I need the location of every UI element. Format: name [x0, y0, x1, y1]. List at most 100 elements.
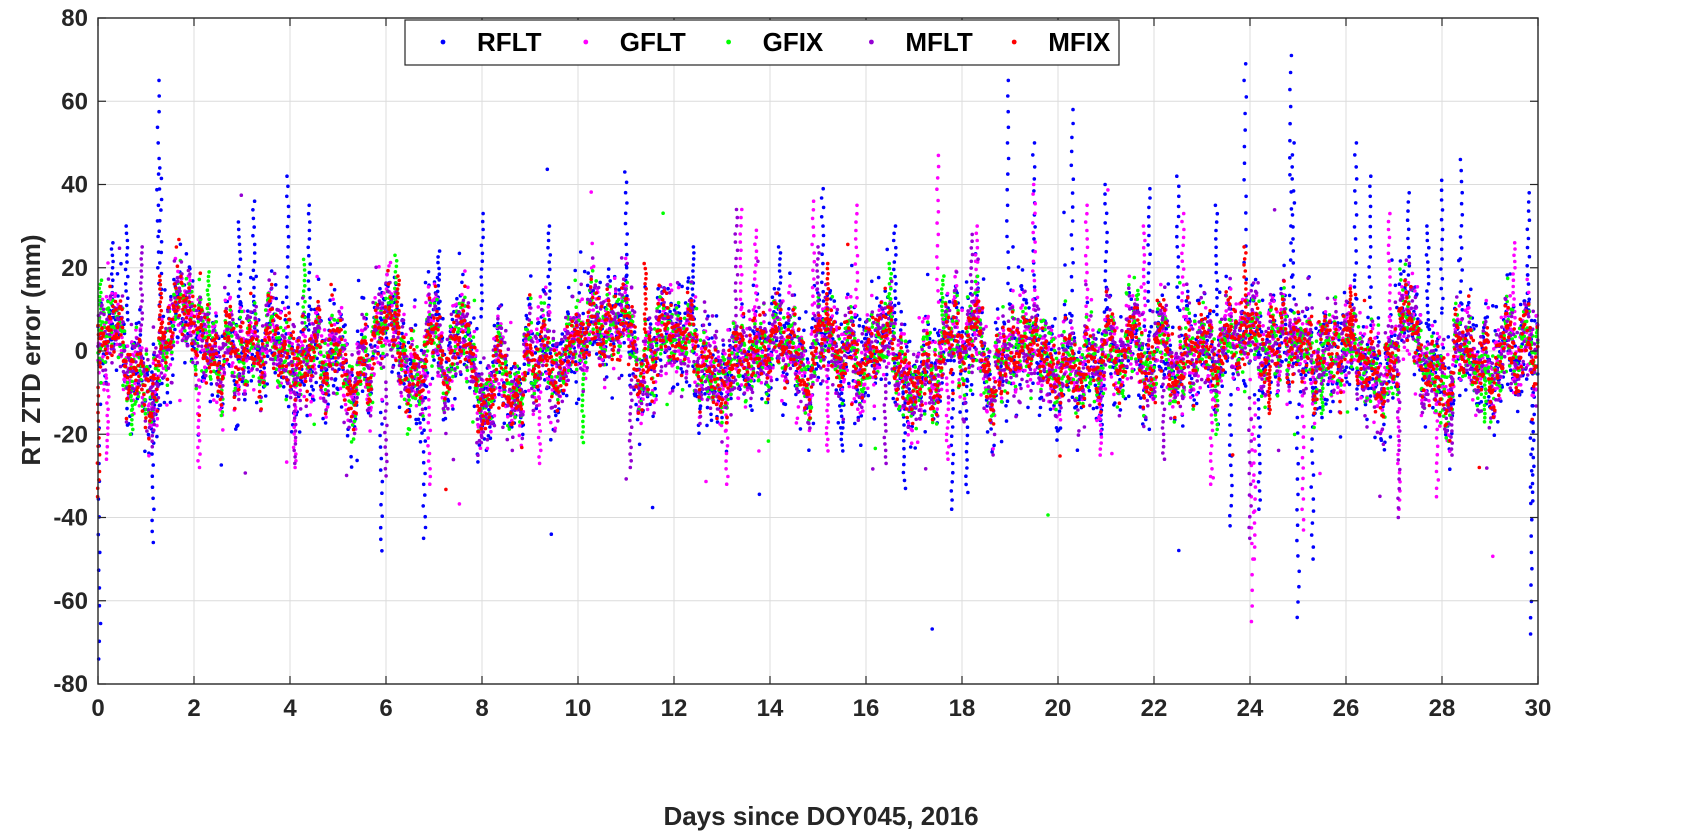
data-point: [1070, 164, 1074, 168]
data-point: [775, 378, 779, 382]
data-point: [1312, 509, 1316, 513]
data-point: [440, 331, 444, 335]
data-point: [157, 229, 161, 233]
data-point: [308, 262, 312, 266]
data-point: [961, 330, 965, 334]
data-point: [894, 224, 898, 228]
data-point: [286, 245, 290, 249]
data-point: [1431, 406, 1435, 410]
data-point: [209, 400, 213, 404]
data-point: [1033, 165, 1037, 169]
data-point: [1460, 268, 1464, 272]
data-point: [1495, 305, 1499, 309]
data-point: [1355, 213, 1359, 217]
data-point: [566, 312, 570, 316]
data-point: [493, 324, 497, 328]
data-point: [1529, 534, 1533, 538]
data-point: [821, 187, 825, 191]
data-point: [424, 526, 428, 530]
data-point: [897, 302, 901, 306]
data-point: [773, 287, 777, 291]
data-point: [624, 257, 628, 261]
data-point: [251, 208, 255, 212]
data-point: [1353, 225, 1357, 229]
data-point: [1459, 279, 1463, 283]
data-point: [159, 208, 163, 212]
data-point: [1402, 270, 1406, 274]
data-point: [965, 385, 969, 389]
data-point: [1258, 453, 1262, 457]
data-point: [903, 479, 907, 483]
data-point: [1161, 293, 1165, 297]
data-point: [1177, 215, 1181, 219]
data-point: [1148, 330, 1152, 334]
data-point: [315, 275, 319, 279]
data-point: [1530, 518, 1534, 522]
data-point: [1033, 141, 1037, 145]
data-point: [607, 267, 611, 271]
data-point: [1406, 218, 1410, 222]
data-point: [1282, 264, 1286, 268]
data-point: [1355, 141, 1359, 145]
data-point: [591, 308, 595, 312]
data-point: [1055, 438, 1059, 442]
data-point: [362, 296, 366, 300]
data-point: [1139, 396, 1143, 400]
data-point: [1288, 88, 1292, 92]
data-point: [1391, 396, 1395, 400]
data-point: [237, 384, 241, 388]
data-point: [229, 296, 233, 300]
data-point: [1147, 262, 1151, 266]
data-point: [158, 187, 162, 191]
data-point: [139, 333, 143, 337]
data-point: [1070, 314, 1074, 318]
data-point: [1006, 172, 1010, 176]
data-point: [668, 310, 672, 314]
data-point: [1459, 158, 1463, 162]
data-point: [1407, 191, 1411, 195]
data-point: [1032, 237, 1036, 241]
data-point: [389, 261, 393, 265]
data-point: [1071, 219, 1075, 223]
data-point: [613, 276, 617, 280]
data-point: [185, 252, 189, 256]
data-point: [274, 297, 278, 301]
data-point: [561, 332, 565, 336]
data-point: [1274, 375, 1278, 379]
data-point: [158, 166, 162, 170]
data-point: [1426, 268, 1430, 272]
data-point: [806, 357, 810, 361]
data-point: [1469, 288, 1473, 292]
data-point: [1147, 271, 1151, 275]
data-point: [625, 253, 629, 257]
data-point: [1038, 414, 1042, 418]
data-point: [781, 413, 785, 417]
data-point: [285, 460, 289, 464]
data-point: [252, 388, 256, 392]
data-point: [620, 374, 624, 378]
data-point: [151, 474, 155, 478]
data-point: [840, 432, 844, 436]
data-point: [285, 174, 289, 178]
data-point: [1292, 285, 1296, 289]
data-point: [820, 196, 824, 200]
data-point: [950, 507, 954, 511]
data-point: [1376, 357, 1380, 361]
data-point: [1532, 456, 1536, 460]
data-point: [340, 405, 344, 409]
data-point: [251, 234, 255, 238]
data-point: [1310, 533, 1314, 537]
data-point: [528, 303, 532, 307]
data-point: [717, 355, 721, 359]
data-point: [1261, 299, 1265, 303]
data-point: [417, 418, 421, 422]
data-point: [1071, 261, 1075, 265]
data-point: [547, 305, 551, 309]
data-point: [1367, 265, 1371, 269]
data-point: [1088, 389, 1092, 393]
data-point: [243, 398, 247, 402]
data-point: [525, 314, 529, 318]
data-point: [125, 232, 129, 236]
data-point: [156, 417, 160, 421]
data-point: [1460, 180, 1464, 184]
